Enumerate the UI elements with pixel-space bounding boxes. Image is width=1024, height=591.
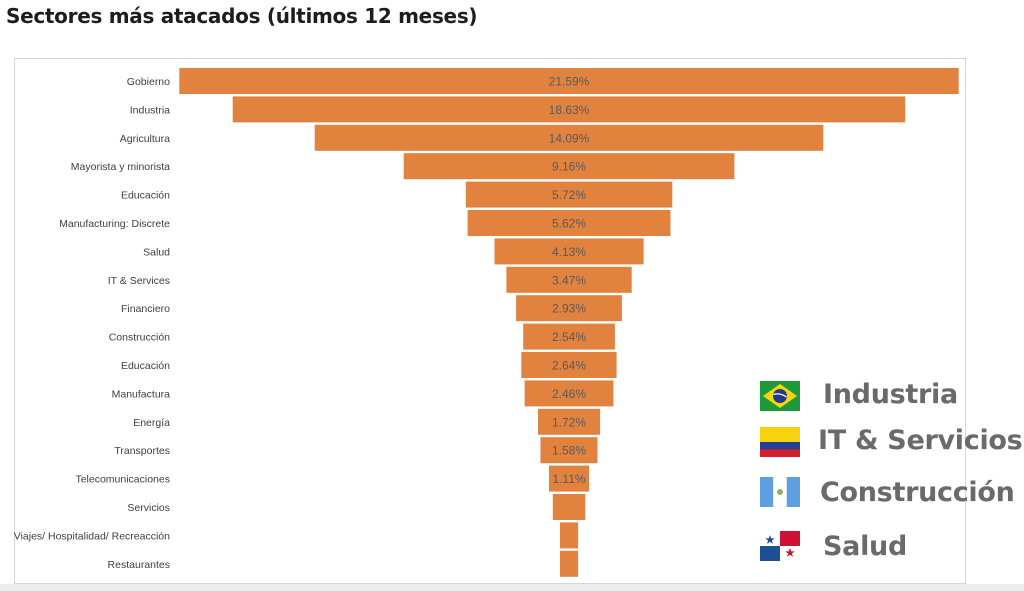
colombia-flag-icon [760, 427, 800, 457]
bottom-divider [0, 584, 1024, 591]
category-label: Energía [133, 417, 170, 429]
data-label: 2.93% [552, 302, 586, 316]
legend-label: IT & Servicios [818, 425, 1023, 456]
category-label: Manufacturing: Discrete [59, 218, 170, 230]
category-label: Servicios [127, 502, 170, 514]
category-label: Educación [121, 360, 170, 372]
data-label: 5.72% [552, 188, 586, 202]
category-label: Industria [130, 104, 170, 116]
data-label: 3.47% [552, 273, 586, 287]
category-label: Restaurantes [108, 559, 170, 571]
funnel-bar [179, 68, 959, 94]
data-label: 14.09% [549, 131, 590, 145]
funnel-bar [494, 238, 644, 265]
funnel-bar [552, 494, 586, 520]
data-label: 1.72% [552, 415, 586, 429]
funnel-bar [560, 522, 579, 549]
funnel-bar [524, 380, 614, 407]
data-label: 18.63% [549, 103, 590, 117]
funnel-bar [314, 124, 824, 151]
funnel-bar [403, 153, 735, 180]
data-label: 1.11% [552, 472, 585, 486]
guatemala-flag-icon [760, 477, 800, 507]
category-label: Construcción [109, 332, 170, 344]
brazil-flag-icon [760, 381, 800, 411]
category-label: Financiero [121, 303, 170, 315]
funnel-bar [523, 323, 615, 350]
data-label: 21.59% [549, 75, 590, 89]
data-label: 1.58% [552, 444, 586, 458]
category-label: Educación [121, 190, 170, 202]
category-label: Telecomunicaciones [75, 474, 170, 486]
funnel-bar [516, 295, 622, 322]
funnel-bar [540, 437, 598, 464]
data-label: 2.64% [552, 359, 586, 373]
panama-flag-icon [760, 531, 800, 561]
funnel-bar [465, 181, 673, 208]
category-label: Mayorista y minorista [71, 161, 170, 173]
funnel-bar [538, 408, 601, 435]
category-label: IT & Services [108, 275, 170, 287]
category-label: Salud [143, 246, 170, 258]
funnel-bar [506, 266, 632, 293]
legend-label: Industria [823, 379, 958, 410]
country-legend: Industria IT & Servicios Construcción Sa… [760, 0, 1024, 591]
chart-title: Sectores más atacados (últimos 12 meses) [6, 4, 478, 28]
data-label: 4.13% [552, 245, 586, 259]
funnel-bar [560, 550, 579, 577]
data-label: 2.46% [552, 387, 586, 401]
category-label: Viajes/ Hospitalidad/ Recreacción [14, 530, 170, 542]
data-label: 5.62% [552, 217, 586, 231]
category-label: Transportes [114, 445, 170, 457]
data-label: 2.54% [552, 330, 586, 344]
legend-label: Salud [823, 531, 907, 562]
legend-label: Construcción [820, 477, 1015, 508]
funnel-bar [549, 465, 590, 492]
category-label: Agricultura [120, 133, 170, 145]
funnel-bar [521, 352, 617, 378]
data-label: 9.16% [552, 160, 586, 174]
category-label: Manufactura [112, 388, 171, 400]
funnel-bar [232, 96, 906, 123]
category-label: Gobierno [127, 76, 170, 88]
funnel-bar [467, 210, 671, 236]
